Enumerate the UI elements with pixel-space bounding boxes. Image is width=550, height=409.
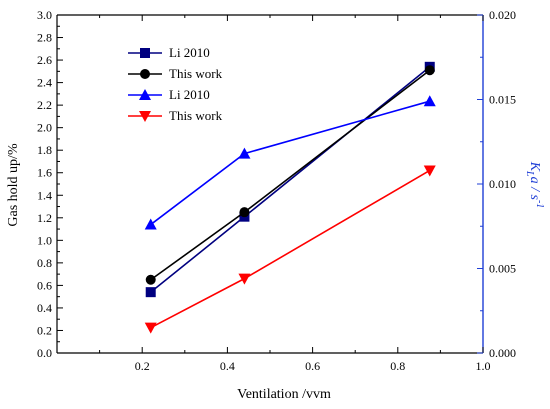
x-tick-label: 0.8	[390, 359, 405, 373]
data-point	[145, 287, 156, 298]
x-tick-label: 0.6	[305, 359, 320, 373]
y-axis-right-title-main: K	[527, 161, 542, 172]
data-point	[423, 95, 436, 107]
data-point	[145, 274, 156, 285]
data-point	[144, 322, 157, 334]
legend-entry-2: Li 2010	[128, 87, 210, 102]
y-axis-left-title: Gas hold up/%	[6, 143, 21, 227]
legend-label: This work	[169, 108, 223, 123]
x-tick-label: 1.0	[476, 359, 491, 373]
y-left-tick-label: 2.0	[37, 121, 52, 135]
y-left-tick-label: 2.8	[37, 31, 52, 45]
y-left-tick-label: 0.6	[37, 278, 52, 292]
x-axis-title: Ventilation /vvm	[237, 387, 331, 402]
x-tick-label: 0.2	[135, 359, 150, 373]
y-axis-right-title-sub: L	[524, 170, 535, 177]
y-left-tick-label: 1.8	[37, 143, 52, 157]
y-left-tick-label: 2.2	[37, 98, 52, 112]
y-left-tick-label: 1.4	[37, 188, 52, 202]
legend-entry-0: Li 2010	[128, 45, 210, 60]
y-left-tick-label: 0.8	[37, 256, 52, 270]
y-right-tick-label: 0.005	[489, 262, 516, 276]
data-point	[238, 273, 251, 285]
y-axis-right-title-sup: -1	[534, 200, 545, 208]
y-left-tick-label: 1.2	[37, 211, 52, 225]
legend-entry-1: This work	[128, 66, 223, 81]
legend-label: This work	[169, 66, 223, 81]
y-left-tick-label: 0.2	[37, 323, 52, 337]
y-axis-right-title-rest: a / s	[527, 177, 542, 201]
legend-entry-3: This work	[128, 108, 223, 123]
y-left-tick-label: 1.0	[37, 233, 52, 247]
axes	[56, 14, 484, 354]
data-point	[424, 65, 435, 76]
series-layer	[144, 61, 436, 334]
legend-marker	[140, 69, 150, 79]
y-right-tick-label: 0.000	[489, 346, 516, 360]
y-left-tick-label: 2.4	[37, 76, 52, 90]
data-point	[239, 207, 250, 218]
legend-label: Li 2010	[169, 87, 210, 102]
y-left-tick-label: 3.0	[37, 8, 52, 22]
y-left-tick-label: 0.0	[37, 346, 52, 360]
data-point	[238, 147, 251, 159]
y-right-tick-label: 0.020	[489, 8, 516, 22]
series-3	[144, 165, 436, 334]
y-right-tick-label: 0.010	[489, 177, 516, 191]
legend-marker	[139, 89, 151, 100]
legend-marker	[140, 48, 150, 58]
y-left-tick-label: 0.4	[37, 301, 52, 315]
data-point	[144, 218, 157, 230]
data-point	[423, 165, 436, 177]
y-left-tick-label: 1.6	[37, 166, 52, 180]
y-right-tick-label: 0.015	[489, 93, 516, 107]
legend: Li 2010 This work Li 2010 This work	[128, 45, 223, 123]
legend-label: Li 2010	[169, 45, 210, 60]
series-1	[145, 65, 435, 285]
x-tick-label: 0.4	[220, 359, 235, 373]
series-2	[144, 95, 436, 230]
y-left-tick-label: 2.6	[37, 53, 52, 67]
y-axis-right-title: KLa / s-1	[524, 161, 545, 209]
legend-marker	[139, 111, 151, 122]
ticks: 0.2 0.4 0.6 0.8 1.0 0.0 0.2 0.4 0.6 0.8 1.0 1.2 1.4 1…	[37, 8, 516, 373]
